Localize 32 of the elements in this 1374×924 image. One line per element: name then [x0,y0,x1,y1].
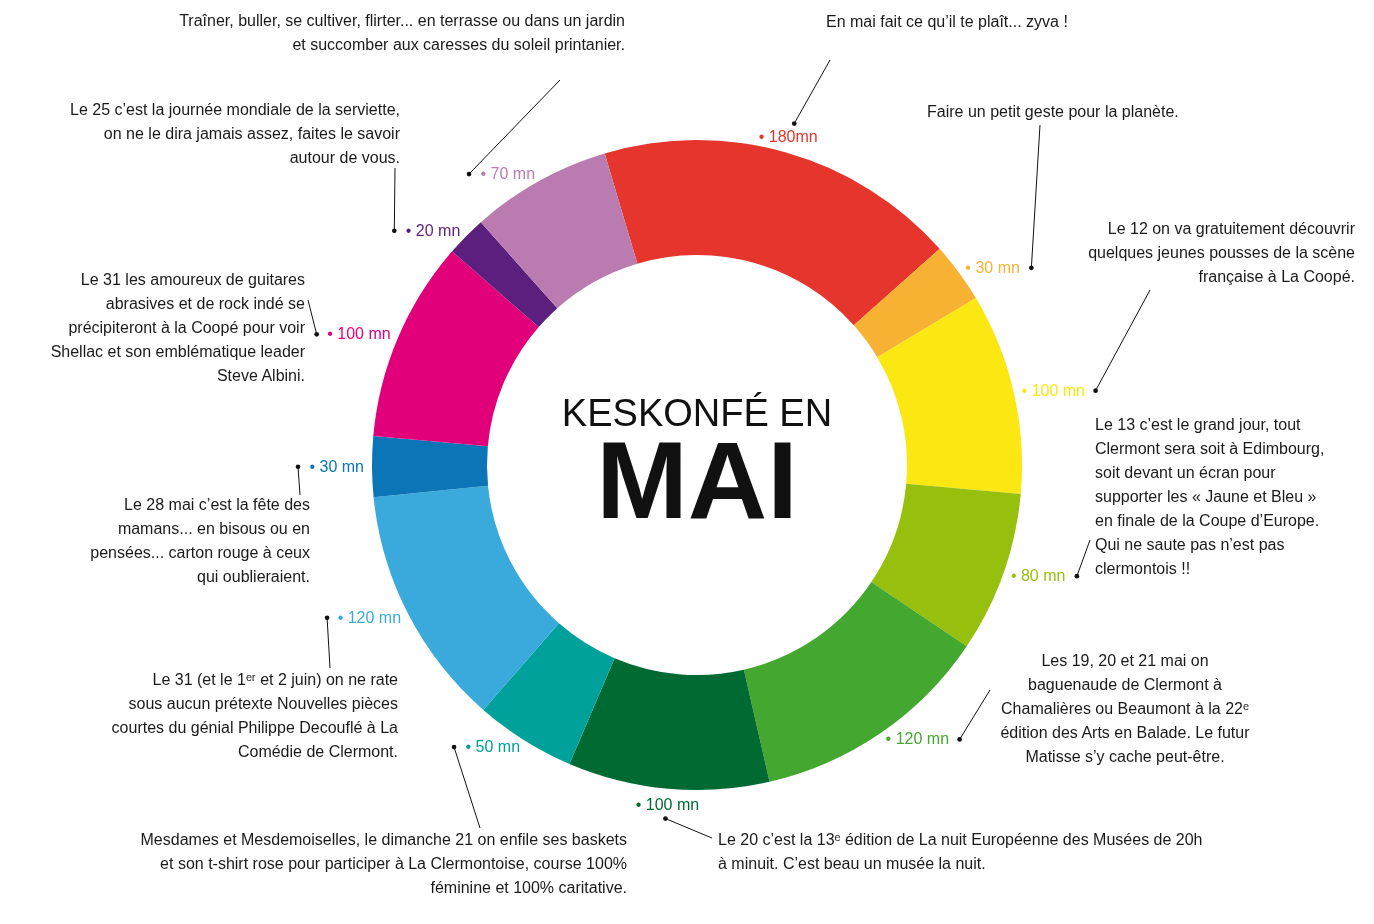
data-label: • 180mn [758,127,818,145]
text: Le 31 (et le 1ᵉʳ et 2 juin) on ne rate sous aucun prétexte Nouvelles pièces courtes du génial Philippe Decouflé à La Comédie de Clermont. [111,671,399,760]
data-label: • 120 mn [337,608,402,626]
data-label: • 100 mn [1021,381,1086,399]
text: Traîner, buller, se cultiver, flirter... en terrasse ou dans un jardin et succomber aux caresses du soleil printanier. [179,12,625,53]
data-label: • 20 mn [405,221,461,239]
text: Le 12 on va gratuitement découvrir quelques jeunes pousses de la scène française à La Coopé. [1088,220,1356,285]
data-label: • 50 mn [465,738,521,756]
data-label: • 70 mn [480,165,536,183]
data-label: • 100 mn [327,325,391,343]
data-label: • 30 mn [965,258,1020,276]
donut-slice [871,483,1021,647]
text: Le 13 c’est le grand jour, tout Clermont sera soit à Edimbourg, soit devant un écran pour supporter les « Jaune et Bleu » en finale de la Coupe d’Europe. Qui ne saute pas n’est pas clermontois !! [1095,416,1325,577]
text: Le 31 les amoureux de guitares abrasives et de rock indé se précipiteront à la Coopé pour voir Shellac et son emblématique leader Steve Albini. [50,271,306,384]
donut-slice [604,140,940,326]
data-label: • 30 mn [309,457,364,475]
text: Le 25 c’est la journée mondiale de la serviette, on ne le dira jamais assez, faites le savoir autour de vous. [70,101,401,166]
text: Les 19, 20 et 21 mai on baguenaude de Clermont à Chamalières ou Beaumont à la 22ᵉ édition des Arts en Balade. Le futur Matisse s’y cache peut-être. [1000,652,1251,765]
donut-slice [743,582,967,782]
data-label: • 120 mn [885,730,950,748]
data-label: • 80 mn [1010,567,1066,585]
text: Faire un petit geste pour la planète. [927,103,1179,120]
data-label: • 100 mn [635,795,700,813]
text: Le 20 c’est la 13ᵉ édition de La nuit Européenne des Musées de 20h à minuit. C’est beau un musée la nuit. [718,831,1203,872]
donut-slice [372,436,489,498]
donut-slice [853,248,976,358]
text: Le 28 mai c’est la fête des mamans... en bisous ou en pensées... carton rouge à ceux qui oublieraient. [90,496,310,585]
donut-slice [569,658,770,790]
donut-slice [480,153,638,309]
text: En mai fait ce qu’il te plaît... zyva ! [826,13,1068,30]
donut-slice [877,298,1022,494]
text: Mesdames et Mesdemoiselles, le dimanche 21 on enfile ses baskets et son t-shirt rose pour participer à La Clermontoise, course 100% féminine et 100% caritative. [140,831,627,896]
